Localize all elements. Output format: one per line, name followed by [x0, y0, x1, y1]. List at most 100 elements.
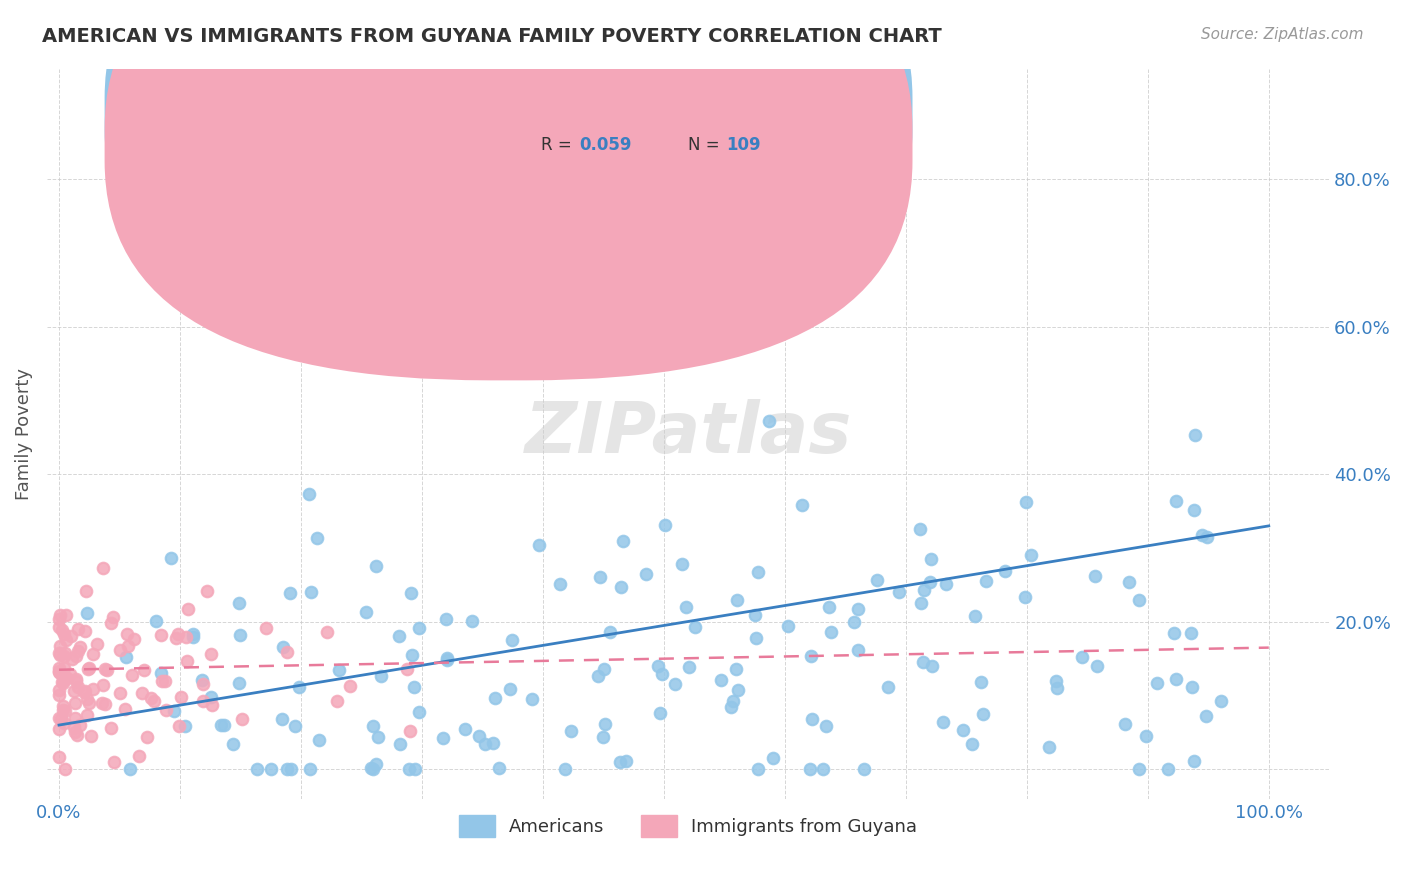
Point — [1084, 568, 1107, 582]
Point — [120, 762, 142, 776]
Point — [52, 661, 75, 675]
Point — [82, 647, 104, 661]
Point — [48, 646, 70, 660]
Point — [48, 648, 70, 662]
Point — [593, 717, 616, 731]
Point — [72, 685, 94, 699]
Point — [271, 640, 294, 654]
Point — [48, 661, 70, 675]
Point — [149, 666, 172, 681]
Point — [117, 627, 139, 641]
Point — [65, 674, 87, 689]
Point — [520, 691, 543, 706]
Point — [436, 653, 458, 667]
Point — [305, 531, 328, 545]
Point — [76, 708, 98, 723]
Point — [364, 757, 387, 772]
Point — [589, 570, 612, 584]
Point — [86, 637, 108, 651]
Point — [461, 614, 484, 628]
Point — [91, 696, 114, 710]
Point — [1021, 548, 1043, 562]
Point — [222, 737, 245, 751]
Point — [434, 612, 457, 626]
Point — [200, 690, 222, 705]
Point — [284, 719, 307, 733]
Point — [48, 639, 70, 653]
Point — [747, 762, 769, 776]
Point — [169, 718, 191, 732]
Point — [453, 722, 475, 736]
Point — [115, 649, 138, 664]
Point — [254, 621, 277, 635]
Point — [177, 601, 200, 615]
Point — [648, 706, 671, 720]
Point — [153, 673, 176, 688]
Point — [710, 673, 733, 688]
Point — [77, 661, 100, 675]
Point — [972, 707, 994, 722]
Point — [361, 762, 384, 776]
Point — [675, 600, 697, 615]
Point — [920, 551, 942, 566]
Point — [66, 680, 89, 694]
Point — [370, 669, 392, 683]
Point — [103, 756, 125, 770]
Point — [52, 626, 75, 640]
Point — [912, 583, 935, 598]
Point — [155, 702, 177, 716]
Point — [63, 720, 86, 734]
Point — [66, 728, 89, 742]
Point — [100, 615, 122, 630]
Point — [299, 585, 322, 599]
Point — [1191, 528, 1213, 542]
Point — [609, 755, 631, 769]
Point — [402, 680, 425, 694]
Point — [395, 662, 418, 676]
Point — [1164, 493, 1187, 508]
Point — [51, 675, 73, 690]
Point — [231, 712, 253, 726]
Text: R =: R = — [540, 105, 576, 123]
Point — [53, 649, 76, 664]
Point — [77, 662, 100, 676]
Point — [1038, 740, 1060, 755]
Point — [866, 573, 889, 587]
Point — [49, 607, 72, 622]
Point — [651, 667, 673, 681]
Point — [654, 518, 676, 533]
Point — [117, 639, 139, 653]
Text: N =: N = — [688, 136, 725, 154]
Point — [69, 640, 91, 654]
Point — [554, 762, 576, 776]
Point — [398, 762, 420, 776]
Point — [53, 762, 76, 776]
Point — [932, 714, 955, 729]
Point — [1164, 672, 1187, 686]
Point — [1146, 675, 1168, 690]
Point — [800, 712, 823, 726]
Point — [408, 705, 430, 719]
Point — [69, 717, 91, 731]
Point — [108, 686, 131, 700]
Point — [889, 585, 911, 599]
Point — [170, 690, 193, 704]
Point — [48, 688, 70, 702]
Point — [817, 600, 839, 615]
Point — [1182, 502, 1205, 516]
Point — [52, 703, 75, 717]
Point — [683, 620, 706, 634]
Point — [790, 499, 813, 513]
Point — [725, 662, 748, 676]
Point — [401, 648, 423, 662]
Point — [1163, 626, 1185, 640]
Text: AMERICAN VS IMMIGRANTS FROM GUYANA FAMILY POVERTY CORRELATION CHART: AMERICAN VS IMMIGRANTS FROM GUYANA FAMIL… — [42, 27, 942, 45]
Point — [912, 656, 935, 670]
Point — [52, 676, 75, 690]
Point — [53, 669, 76, 683]
Point — [52, 698, 75, 713]
Point — [65, 648, 87, 663]
Point — [51, 712, 73, 726]
Point — [63, 683, 86, 698]
Point — [246, 762, 269, 776]
